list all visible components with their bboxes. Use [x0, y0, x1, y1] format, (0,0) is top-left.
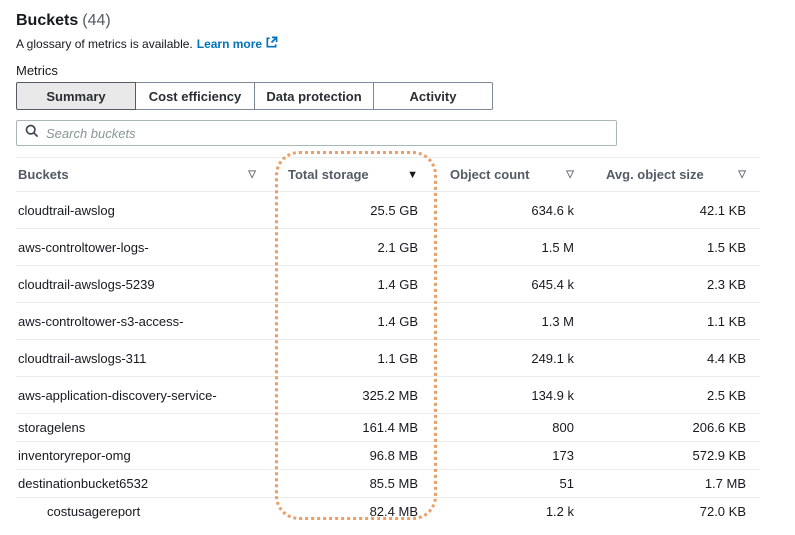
- tab-cost-efficiency[interactable]: Cost efficiency: [135, 82, 255, 110]
- metrics-label: Metrics: [16, 63, 58, 78]
- avg-object-size-cell: 42.1 KB: [588, 191, 760, 229]
- object-count-cell: 1.5 M: [432, 228, 588, 266]
- column-header-buckets[interactable]: Buckets ▽: [16, 157, 270, 192]
- total-storage-cell: 1.4 GB: [270, 265, 432, 303]
- avg-object-size-cell: 2.5 KB: [588, 376, 760, 414]
- total-storage-cell: 1.4 GB: [270, 302, 432, 340]
- total-storage-cell: 1.1 GB: [270, 339, 432, 377]
- buckets-table: Buckets ▽ Total storage ▼ Object count ▽ Av…: [16, 157, 760, 526]
- avg-object-size-cell: 4.4 KB: [588, 339, 760, 377]
- metrics-tab-group: Summary Cost efficiency Data protection …: [16, 82, 760, 110]
- table-row: cloudtrail-awslogs-311 1.1 GB 249.1 k 4.4 K…: [16, 339, 760, 377]
- avg-object-size-cell: 72.0 KB: [699, 504, 746, 520]
- column-header-total-storage[interactable]: Total storage ▼: [270, 157, 432, 192]
- table-row: destinationbucket6532 85.5 MB 51 1.7 MB: [16, 469, 760, 498]
- total-storage-cell: 25.5 GB: [270, 191, 432, 229]
- object-count-cell: 173: [432, 441, 588, 470]
- object-count-cell: 634.6 k: [432, 191, 588, 229]
- avg-object-size-cell: 1.7 MB: [588, 469, 760, 498]
- column-label: Avg. object size: [606, 167, 704, 182]
- total-storage-cell: 82.4 MB: [369, 504, 418, 520]
- bucket-name-cell: costusagereport: [47, 504, 141, 520]
- tab-summary[interactable]: Summary: [16, 82, 136, 110]
- object-count-cell: 51: [432, 469, 588, 498]
- bucket-name-cell: storagelens: [16, 413, 270, 442]
- object-count-cell: 800: [432, 413, 588, 442]
- total-storage-cell: 161.4 MB: [270, 413, 432, 442]
- table-row: cloudtrail-awslogs-5239 1.4 GB 645.4 k 2.3 …: [16, 265, 760, 303]
- bucket-name-cell: cloudtrail-awslogs-311: [16, 339, 270, 377]
- bucket-name-cell: aws-application-discovery-service-: [16, 376, 270, 414]
- page-title-text: Buckets: [16, 12, 79, 29]
- object-count-cell: 134.9 k: [432, 376, 588, 414]
- avg-object-size-cell: 572.9 KB: [588, 441, 760, 470]
- total-storage-cell: 85.5 MB: [270, 469, 432, 498]
- bucket-name-cell: aws-controltower-logs-: [16, 228, 270, 266]
- column-header-avg-object-size[interactable]: Avg. object size ▽: [588, 157, 760, 192]
- bucket-name-cell: cloudtrail-awslog: [16, 191, 270, 229]
- sort-icon: ▽: [248, 168, 256, 180]
- avg-object-size-cell: 1.5 KB: [588, 228, 760, 266]
- table-row: aws-application-discovery-service- 325.2 …: [16, 376, 760, 414]
- total-storage-cell: 325.2 MB: [270, 376, 432, 414]
- total-storage-cell: 2.1 GB: [270, 228, 432, 266]
- object-count-cell: 249.1 k: [432, 339, 588, 377]
- tab-activity[interactable]: Activity: [373, 82, 493, 110]
- column-label: Total storage: [288, 167, 369, 182]
- bucket-name-cell: destinationbucket6532: [16, 469, 270, 498]
- table-row: costusagereport 82.4 MB 1.2 k 72.0 KB: [16, 498, 760, 526]
- bucket-name-cell: inventoryrepor-omg: [16, 441, 270, 470]
- search-input[interactable]: [46, 125, 608, 141]
- external-link-icon[interactable]: [265, 36, 278, 52]
- table-header-row: Buckets ▽ Total storage ▼ Object count ▽ Av…: [16, 157, 760, 192]
- search-box[interactable]: [16, 120, 617, 146]
- table-row: cloudtrail-awslog 25.5 GB 634.6 k 42.1 KB: [16, 191, 760, 229]
- column-label: Buckets: [18, 167, 69, 182]
- bucket-name-cell: cloudtrail-awslogs-5239: [16, 265, 270, 303]
- avg-object-size-cell: 2.3 KB: [588, 265, 760, 303]
- avg-object-size-cell: 1.1 KB: [588, 302, 760, 340]
- page-title: Buckets (44): [16, 11, 760, 30]
- table-row: aws-controltower-logs- 2.1 GB 1.5 M 1.5 KB: [16, 228, 760, 266]
- sort-icon: ▽: [738, 168, 746, 180]
- table-row: inventoryrepor-omg 96.8 MB 173 572.9 KB: [16, 441, 760, 470]
- column-header-object-count[interactable]: Object count ▽: [432, 157, 588, 192]
- table-row: aws-controltower-s3-access- 1.4 GB 1.3 M 1.…: [16, 302, 760, 340]
- column-label: Object count: [450, 167, 530, 182]
- object-count-cell: 1.3 M: [432, 302, 588, 340]
- object-count-cell: 645.4 k: [432, 265, 588, 303]
- table-row: storagelens 161.4 MB 800 206.6 KB: [16, 413, 760, 442]
- total-storage-cell: 96.8 MB: [270, 441, 432, 470]
- search-icon: [25, 124, 39, 143]
- bucket-name-cell: aws-controltower-s3-access-: [16, 302, 270, 340]
- bucket-count: (44): [82, 12, 111, 29]
- glossary-text: A glossary of metrics is available.: [16, 37, 193, 51]
- avg-object-size-cell: 206.6 KB: [588, 413, 760, 442]
- learn-more-link[interactable]: Learn more: [196, 37, 263, 51]
- tab-data-protection[interactable]: Data protection: [254, 82, 374, 110]
- sort-icon: ▽: [566, 168, 574, 180]
- glossary-note: A glossary of metrics is available. Lear…: [16, 36, 760, 52]
- table-body: cloudtrail-awslog 25.5 GB 634.6 k 42.1 KB aw…: [16, 191, 760, 526]
- object-count-cell: 1.2 k: [545, 504, 574, 520]
- sort-descending-icon: ▼: [407, 168, 418, 181]
